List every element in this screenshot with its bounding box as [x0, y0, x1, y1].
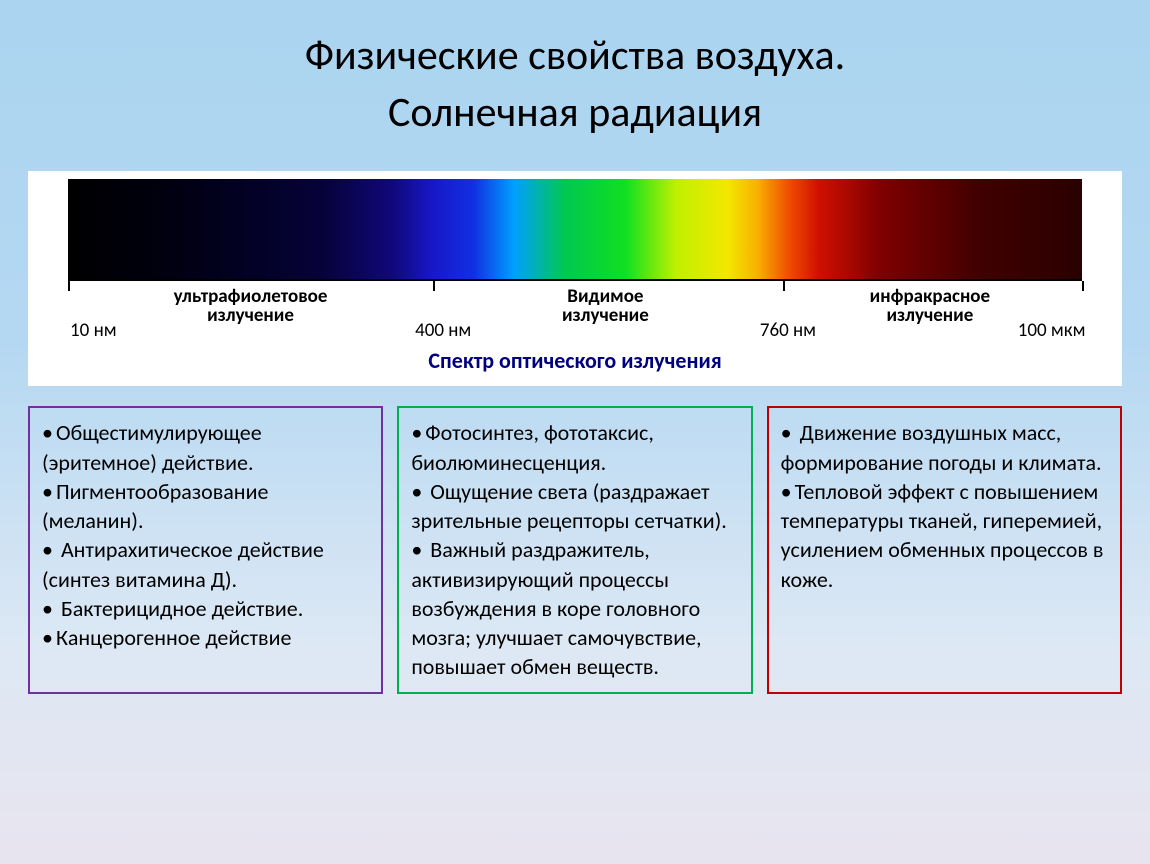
list-item: Движение воздушных масс, формирование по… — [781, 418, 1108, 477]
spectrum-axis — [68, 279, 1082, 281]
title-line-1: Физические свойства воздуха. — [305, 30, 846, 81]
wavelength-marker: 100 мкм — [1018, 319, 1086, 342]
list-item: Пигментообразование (меланин). — [42, 477, 369, 536]
list-item: Важный раздражитель, активизирующий проц… — [411, 535, 738, 681]
list-item: Тепловой эффект с повышением температуры… — [781, 477, 1108, 594]
list-item: Общестимулирующее (эритемное) действие. — [42, 418, 369, 477]
uv-box: Общестимулирующее (эритемное) действие.П… — [28, 406, 383, 693]
ir-box: Движение воздушных масс, формирование по… — [767, 406, 1122, 693]
title-line-2: Солнечная радиация — [388, 87, 762, 138]
wavelength-marker: 760 нм — [760, 319, 816, 342]
wavelength-marker: 10 нм — [70, 319, 117, 342]
list-item: Бактерицидное действие. — [42, 594, 369, 623]
axis-tick — [1082, 281, 1084, 291]
visible-box: Фотосинтез, фототаксис, биолюминесценция… — [397, 406, 752, 693]
spectrum-title: Спектр оптического излучения — [38, 347, 1112, 374]
list-item: Антирахитическое действие (синтез витами… — [42, 535, 369, 594]
list-item: Ощущение света (раздражает зрительные ре… — [411, 477, 738, 536]
spectrum-bar — [68, 179, 1082, 279]
wavelength-marker: 400 нм — [415, 319, 471, 342]
slide-title: Физические свойства воздуха. Солнечная р… — [0, 0, 1150, 141]
list-item: Фотосинтез, фототаксис, биолюминесценция… — [411, 418, 738, 477]
spectrum-region-labels: ультрафиолетовоеизлучениеВидимоеизлучени… — [68, 287, 1082, 317]
spectrum-gradient — [68, 179, 1082, 279]
spectrum-nm-labels: 10 нм400 нм760 нм100 мкм — [68, 319, 1082, 343]
effect-boxes: Общестимулирующее (эритемное) действие.П… — [28, 406, 1122, 693]
spectrum-container: ультрафиолетовоеизлучениеВидимоеизлучени… — [28, 171, 1122, 386]
list-item: Канцерогенное действие — [42, 623, 369, 652]
